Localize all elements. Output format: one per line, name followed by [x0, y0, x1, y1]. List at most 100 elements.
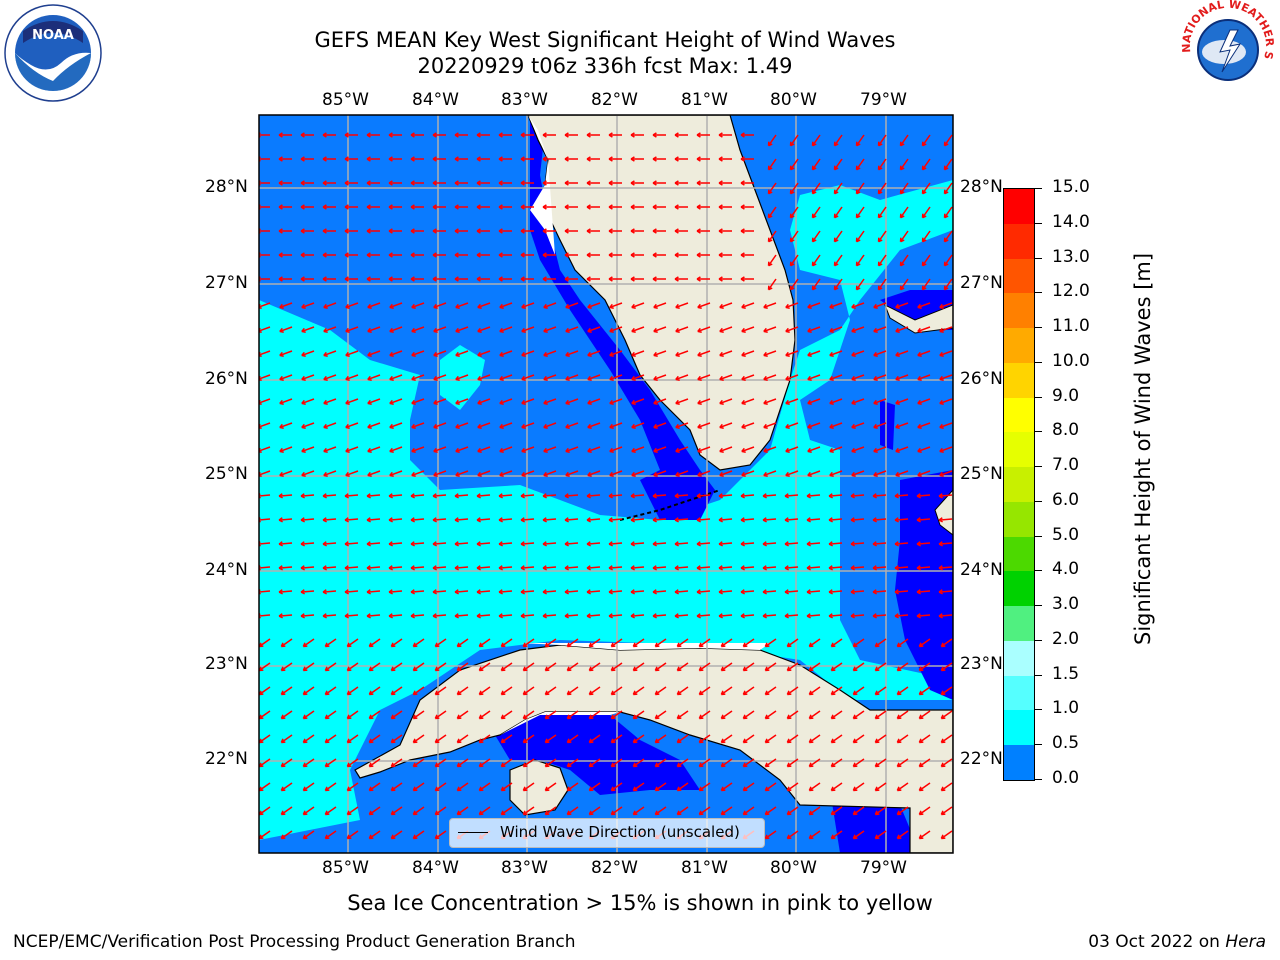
wave-direction-arrow [586, 252, 600, 258]
wave-direction-arrow [851, 422, 865, 429]
wave-direction-arrow [498, 180, 512, 186]
wave-direction-arrow [498, 517, 513, 523]
wave-direction-arrow [324, 686, 337, 696]
wave-direction-arrow [278, 565, 293, 571]
wave-direction-arrow [520, 132, 534, 138]
wave-direction-arrow [767, 254, 777, 267]
wave-direction-arrow [344, 589, 359, 595]
wave-direction-arrow [631, 398, 645, 405]
footer-branch: NCEP/EMC/Verification Post Processing Pr… [13, 932, 576, 952]
map-title: GEFS MEAN Key West Significant Height of… [314, 28, 896, 52]
wave-direction-arrow [300, 252, 314, 258]
wave-direction-arrow [565, 374, 579, 381]
wave-direction-arrow [940, 662, 953, 672]
wave-direction-arrow [322, 613, 337, 619]
wave-direction-arrow [806, 493, 821, 499]
wave-direction-arrow [896, 782, 909, 792]
wave-direction-arrow [476, 541, 491, 547]
wave-direction-arrow [918, 806, 931, 816]
wave-direction-arrow [720, 782, 733, 792]
wave-direction-arrow [345, 326, 359, 333]
wave-direction-arrow [300, 493, 315, 499]
wave-direction-arrow [940, 782, 953, 792]
wave-direction-arrow [764, 734, 777, 744]
wave-direction-arrow [302, 758, 315, 768]
wave-direction-arrow [808, 686, 821, 696]
wave-direction-arrow [610, 782, 623, 792]
wave-direction-arrow [719, 350, 733, 357]
wave-direction-arrow [675, 374, 689, 381]
wave-direction-arrow [476, 517, 491, 523]
wave-direction-arrow [764, 710, 777, 720]
wave-direction-arrow [811, 158, 821, 171]
wave-direction-arrow [610, 638, 623, 648]
wave-direction-arrow [808, 638, 821, 648]
wave-direction-arrow [939, 326, 953, 333]
colorbar-tick-mark [1034, 605, 1042, 607]
wave-direction-arrow [521, 350, 535, 357]
wave-direction-arrow [520, 204, 534, 210]
wave-direction-arrow [675, 398, 689, 405]
wave-direction-arrow [346, 686, 359, 696]
wave-direction-arrow [499, 470, 513, 477]
wave-direction-arrow [762, 565, 777, 571]
wave-direction-arrow [455, 302, 469, 309]
wave-direction-arrow [301, 446, 315, 453]
wave-direction-arrow [697, 374, 711, 381]
wave-direction-arrow [566, 638, 579, 648]
wave-direction-arrow [872, 541, 887, 547]
wave-direction-arrow [806, 517, 821, 523]
wave-direction-arrow [434, 638, 447, 648]
wave-direction-arrow [388, 517, 403, 523]
wave-direction-arrow [855, 134, 865, 147]
wave-direction-arrow [784, 517, 799, 523]
wave-direction-arrow [762, 541, 777, 547]
wave-direction-arrow [564, 276, 578, 282]
wave-direction-arrow [390, 710, 403, 720]
wave-direction-arrow [610, 734, 623, 744]
colorbar-segment [1004, 467, 1034, 503]
wave-direction-arrow [324, 734, 337, 744]
wave-direction-arrow [520, 565, 535, 571]
wave-direction-arrow [346, 758, 359, 768]
wave-direction-arrow [500, 782, 513, 792]
wave-direction-arrow [587, 398, 601, 405]
wave-direction-arrow [587, 374, 601, 381]
wave-direction-arrow [698, 734, 711, 744]
legend-line-swatch [458, 832, 488, 833]
wave-direction-arrow [829, 470, 843, 477]
wave-direction-arrow [808, 710, 821, 720]
colorbar-tick-mark [1034, 188, 1042, 189]
wave-direction-arrow [896, 710, 909, 720]
wave-direction-arrow [940, 830, 953, 840]
wave-direction-arrow [916, 541, 931, 547]
colorbar-tick-label: 9.0 [1052, 385, 1080, 406]
wave-direction-arrow [807, 446, 821, 453]
wave-direction-arrow [630, 541, 645, 547]
wave-direction-arrow [544, 710, 557, 720]
wave-direction-arrow [852, 734, 865, 744]
wave-direction-arrow [786, 806, 799, 816]
wave-direction-arrow [302, 686, 315, 696]
wave-direction-arrow [322, 180, 336, 186]
wave-direction-arrow [587, 422, 601, 429]
wave-direction-arrow [895, 326, 909, 333]
wave-direction-arrow [411, 398, 425, 405]
wave-direction-arrow [544, 734, 557, 744]
wave-direction-arrow [830, 758, 843, 768]
wave-direction-arrow [895, 470, 909, 477]
wave-direction-arrow [696, 132, 710, 138]
wave-direction-arrow [807, 350, 821, 357]
wave-direction-arrow [434, 686, 447, 696]
wave-direction-arrow [389, 350, 403, 357]
lat-label-left: 26°N [205, 369, 248, 389]
wave-direction-arrow [322, 252, 336, 258]
wave-direction-arrow [609, 470, 623, 477]
wave-direction-arrow [456, 806, 469, 816]
wave-direction-arrow [676, 758, 689, 768]
wave-direction-arrow [720, 638, 733, 648]
wave-direction-arrow [873, 374, 887, 381]
wave-direction-arrow [301, 470, 315, 477]
wave-direction-arrow [610, 662, 623, 672]
wave-direction-arrow [855, 158, 865, 171]
